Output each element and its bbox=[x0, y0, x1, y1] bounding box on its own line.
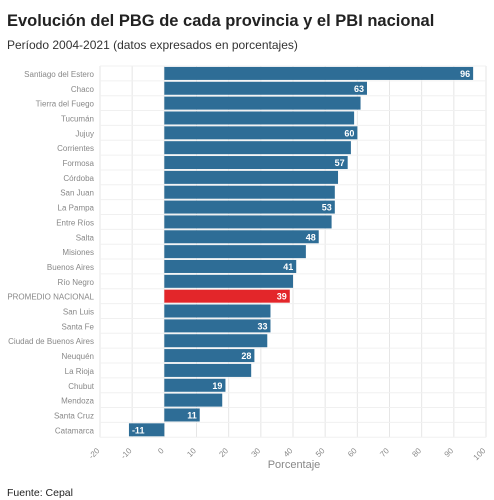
data-label: 60 bbox=[344, 128, 354, 138]
x-tick-label: 40 bbox=[282, 446, 295, 459]
category-label: San Luis bbox=[63, 308, 94, 317]
bar bbox=[164, 393, 223, 407]
category-label: La Pampa bbox=[58, 204, 95, 213]
x-tick-label: 20 bbox=[217, 446, 230, 459]
value-labels: 96 63 60 57 53 48 41 39 33 28 19 11 -11 bbox=[132, 69, 470, 435]
bar bbox=[164, 378, 226, 392]
category-labels: Santiago del Estero Chaco Tierra del Fuego… bbox=[7, 70, 94, 435]
category-label: Córdoba bbox=[63, 174, 94, 183]
bar bbox=[164, 81, 367, 95]
category-label: Salta bbox=[76, 233, 95, 242]
category-label: Jujuy bbox=[75, 129, 94, 138]
bar bbox=[164, 215, 332, 229]
category-label: San Juan bbox=[60, 189, 94, 198]
data-label: 63 bbox=[354, 84, 364, 94]
category-label: Corrientes bbox=[57, 144, 94, 153]
category-label: Tucumán bbox=[61, 114, 94, 123]
data-label: 19 bbox=[212, 381, 222, 391]
category-label: Entre Ríos bbox=[56, 218, 94, 227]
category-label: La Rioja bbox=[65, 367, 95, 376]
category-label: Santa Cruz bbox=[54, 411, 94, 420]
source-note: Fuente: Cepal bbox=[7, 487, 73, 499]
x-tick-label: 80 bbox=[410, 446, 423, 459]
bar bbox=[164, 185, 335, 199]
bar bbox=[164, 349, 255, 363]
category-label: Río Negro bbox=[58, 278, 95, 287]
bar bbox=[128, 423, 165, 437]
bar bbox=[164, 274, 293, 288]
data-label: 39 bbox=[277, 292, 287, 302]
bar bbox=[164, 304, 271, 318]
category-label: Mendoza bbox=[61, 397, 94, 406]
bar bbox=[164, 126, 358, 140]
bar bbox=[164, 66, 474, 80]
bar bbox=[164, 363, 252, 377]
bar bbox=[164, 289, 290, 303]
category-label: Neuquén bbox=[62, 352, 94, 361]
category-label: Formosa bbox=[62, 159, 94, 168]
bars bbox=[128, 66, 474, 437]
data-label: 53 bbox=[322, 203, 332, 213]
category-label: Ciudad de Buenos Aires bbox=[8, 337, 94, 346]
category-label: Misiones bbox=[62, 248, 94, 257]
bar bbox=[164, 141, 351, 155]
data-label: 57 bbox=[335, 158, 345, 168]
bar bbox=[164, 259, 297, 273]
x-tick-label: 100 bbox=[472, 446, 488, 462]
category-label: Catamarca bbox=[55, 426, 95, 435]
bar bbox=[164, 111, 355, 125]
category-label: PROMEDIO NACIONAL bbox=[7, 293, 94, 302]
bar-chart: Santiago del Estero Chaco Tierra del Fuego… bbox=[7, 65, 488, 471]
x-tick-label: -20 bbox=[87, 446, 102, 461]
category-label: Tierra del Fuego bbox=[36, 100, 95, 109]
category-label: Chubut bbox=[68, 382, 95, 391]
category-label: Santa Fe bbox=[62, 322, 95, 331]
data-label: 11 bbox=[187, 410, 197, 420]
x-tick-label: 90 bbox=[443, 446, 456, 459]
bar bbox=[164, 156, 348, 170]
data-label: 28 bbox=[241, 351, 251, 361]
chart-title: Evolución del PBG de cada provincia y el… bbox=[7, 12, 435, 30]
bar bbox=[164, 334, 268, 348]
data-label: 41 bbox=[283, 262, 293, 272]
x-tick-label: -10 bbox=[119, 446, 134, 461]
x-tick-label: 0 bbox=[156, 446, 166, 456]
x-tick-label: 60 bbox=[346, 446, 359, 459]
bar bbox=[164, 230, 319, 244]
bar bbox=[164, 319, 271, 333]
bar bbox=[164, 200, 335, 214]
grid-lines bbox=[99, 65, 487, 438]
category-label: Buenos Aires bbox=[47, 263, 94, 272]
data-label: 33 bbox=[257, 321, 267, 331]
category-label: Santiago del Estero bbox=[24, 70, 94, 79]
data-label: 96 bbox=[460, 69, 470, 79]
bar bbox=[164, 245, 306, 259]
x-tick-label: 70 bbox=[378, 446, 391, 459]
x-tick-label: 30 bbox=[250, 446, 263, 459]
bar bbox=[164, 96, 361, 110]
bar bbox=[164, 408, 200, 422]
x-axis-label: Porcentaje bbox=[268, 459, 321, 471]
x-tick-label: 50 bbox=[314, 446, 327, 459]
bar bbox=[164, 170, 339, 184]
chart-subtitle: Período 2004-2021 (datos expresados en p… bbox=[7, 38, 298, 52]
data-label: -11 bbox=[132, 425, 145, 435]
category-label: Chaco bbox=[71, 85, 95, 94]
data-label: 48 bbox=[306, 232, 316, 242]
x-tick-label: 10 bbox=[185, 446, 198, 459]
